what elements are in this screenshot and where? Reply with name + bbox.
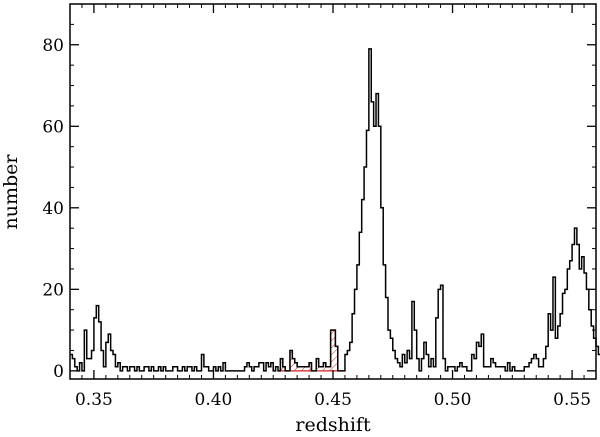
x-tick-label: 0.40 [195,390,233,410]
y-tick-label: 20 [42,280,64,300]
highlight-region [278,329,343,372]
plot-frame [69,3,597,380]
x-axis-ticks: 0.35 0.40 0.45 0.50 0.55 [69,4,591,410]
y-tick-label: 0 [53,362,64,382]
y-axis-title: number [0,154,22,230]
x-axis-title: redshift [295,414,371,436]
x-tick-label: 0.35 [75,390,113,410]
x-tick-label: 0.50 [434,390,472,410]
histogram-series [70,48,600,372]
y-tick-label: 40 [42,199,64,219]
y-axis-ticks: 0 20 40 60 80 [42,23,596,382]
y-tick-label: 60 [42,117,64,137]
plot-area [70,48,600,372]
x-tick-label: 0.55 [553,390,591,410]
y-tick-label: 80 [42,36,64,56]
x-tick-label: 0.45 [314,390,352,410]
